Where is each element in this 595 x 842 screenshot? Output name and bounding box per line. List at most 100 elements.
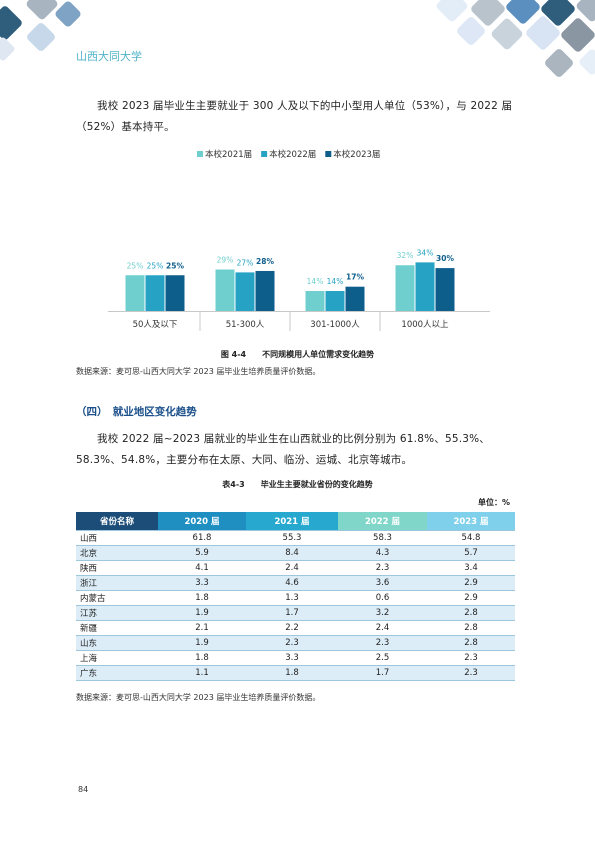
table-title: 毕业生主要就业省份的变化趋势 [260,480,373,489]
table-cell: 54.8 [427,530,515,546]
table-cell: 江苏 [76,605,158,621]
table-cell: 3.2 [338,605,427,621]
paragraph: 我校 2023 届毕业生主要就业于 300 人及以下的中小型用人单位（53%），… [76,100,513,133]
page-number: 84 [78,785,89,794]
column-header: 2023 届 [427,512,515,531]
figure-number: 图 4-4 [220,350,247,359]
table-row: 山东 1.9 2.3 2.3 2.8 [76,635,515,651]
data-label: 14% [307,277,324,286]
data-label: 28% [256,257,274,266]
bar [145,275,165,311]
table-cell: 61.8 [158,530,246,546]
table-cell: 浙江 [76,575,158,591]
table-cell: 2.2 [246,620,338,636]
table-cell: 1.7 [338,665,427,681]
table-cell: 1.9 [158,605,246,621]
table-cell: 1.3 [246,590,338,606]
table-row: 内蒙古 1.8 1.3 0.6 2.9 [76,590,515,606]
table-cell: 58.3 [338,530,427,546]
table-cell: 3.3 [158,575,246,591]
table-number: 表4-3 [222,480,245,489]
table-cell: 2.8 [427,620,515,636]
bar [235,272,255,311]
table-cell: 2.8 [427,605,515,621]
table-cell: 1.7 [246,605,338,621]
bar [305,290,325,311]
table-cell: 2.3 [427,665,515,681]
data-label: 29% [217,256,234,265]
table-cell: 0.6 [338,590,427,606]
table-cell: 上海 [76,650,158,666]
column-header: 省份名称 [76,512,158,531]
table-cell: 2.1 [158,620,246,636]
table-cell: 山东 [76,635,158,651]
x-tick-label: 51-300人 [226,320,265,330]
data-table: 省份名称 2020 届 2021 届 2022 届 2023 届山西 61.8 55.3 58… [76,512,515,681]
table-cell: 5.9 [158,545,246,561]
table-row: 山西 61.8 55.3 58.3 54.8 [76,530,515,546]
table-cell: 3.3 [246,650,338,666]
table-cell: 广东 [76,665,158,681]
table-cell: 4.1 [158,560,246,576]
table-cell: 8.4 [246,545,338,561]
table-cell: 2.3 [246,635,338,651]
bar [325,290,345,311]
table-cell: 1.8 [158,650,246,666]
bar [435,268,455,311]
table-cell: 5.7 [427,545,515,561]
figure-source: 数据来源：麦可思-山西大同大学 2023 届毕业生培养质量评价数据。 [76,367,321,376]
legend-label: 本校2021届 [205,149,252,160]
table-cell: 2.4 [338,620,427,636]
legend-swatch [197,151,203,157]
bar [395,265,415,311]
table-cell: 55.3 [246,530,338,546]
table-cell: 2.4 [246,560,338,576]
bar [345,286,365,311]
data-label: 30% [436,254,454,263]
data-label: 14% [327,277,344,286]
bar [255,270,275,311]
legend-label: 本校2023届 [333,149,380,160]
bar [415,262,435,311]
table-cell: 4.6 [246,575,338,591]
table-cell: 2.3 [338,635,427,651]
column-header: 2022 届 [338,512,427,531]
x-tick-label: 1000人以上 [401,320,449,330]
table-cell: 3.6 [338,575,427,591]
table-caption: 表4-3 毕业生主要就业省份的变化趋势 [0,479,595,490]
table-row: 北京 5.9 8.4 4.3 5.7 [76,545,515,561]
table-header-row: 省份名称 2020 届 2021 届 2022 届 2023 届 [76,512,515,531]
table-row: 陕西 4.1 2.4 2.3 3.4 [76,560,515,576]
bar [215,269,235,311]
table-cell: 新疆 [76,620,158,636]
data-label: 25% [166,261,184,270]
legend-swatch [261,151,268,157]
section-number: （四） [76,406,103,418]
table-cell: 4.3 [338,545,427,561]
table-cell: 2.3 [338,560,427,576]
data-label: 17% [346,273,364,282]
bar [165,275,185,311]
table-source: 数据来源：麦可思-山西大同大学 2023 届毕业生培养质量评价数据。 [76,693,321,702]
table-row: 广东 1.1 1.8 1.7 2.3 [76,665,515,681]
table-row: 浙江 3.3 4.6 3.6 2.9 [76,575,515,591]
decoration [0,0,595,77]
section-title: 就业地区变化趋势 [112,406,197,418]
table-cell: 山西 [76,530,158,546]
school-name: 山西大同大学 [76,50,142,63]
table-cell: 2.5 [338,650,427,666]
table-cell: 1.8 [246,665,338,681]
bar [125,275,145,311]
table-cell: 陕西 [76,560,158,576]
legend-label: 本校2022届 [269,149,316,160]
x-tick-label: 301-1000人 [310,320,360,330]
data-label: 32% [397,251,414,260]
table-unit: 单位：% [477,498,510,507]
figure-title: 不同规模用人单位需求变化趋势 [262,350,375,359]
section-heading: （四） 就业地区变化趋势 [76,404,197,419]
table-row: 江苏 1.9 1.7 3.2 2.8 [76,605,515,621]
table-row: 新疆 2.1 2.2 2.4 2.8 [76,620,515,636]
